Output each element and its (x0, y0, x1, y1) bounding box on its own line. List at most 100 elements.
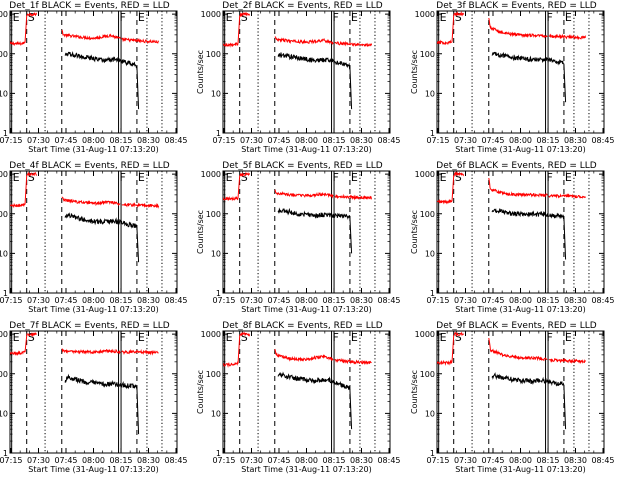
x-tick-label: 08:00 (295, 136, 318, 145)
event-marker-label: F (547, 171, 553, 184)
x-tick-label: 08:45 (591, 456, 614, 465)
x-tick-label: 07:30 (27, 456, 50, 465)
x-tick-label: 07:45 (54, 136, 77, 145)
y-tick-label: 100 (206, 210, 221, 219)
y-tick-label: 10 (211, 89, 221, 98)
x-tick-label: 08:30 (350, 456, 373, 465)
event-marker-label: S (28, 11, 35, 24)
event-marker-label: F (547, 331, 553, 344)
x-tick-label: 08:45 (164, 136, 187, 145)
x-tick-label: 07:45 (481, 456, 504, 465)
event-marker-label: F (547, 11, 553, 24)
x-tick-label: 07:30 (240, 296, 263, 305)
x-axis-label: Start Time (31-Aug-11 07:13:20) (28, 305, 159, 314)
x-tick-label: 08:00 (295, 456, 318, 465)
x-axis-label: Start Time (31-Aug-11 07:13:20) (455, 465, 586, 474)
panel-title: Det_6f BLACK = Events, RED = LLD (436, 161, 596, 171)
x-tick-label: 07:30 (240, 456, 263, 465)
x-tick-label: 07:30 (454, 456, 477, 465)
y-tick-label: 1000 (0, 10, 8, 19)
x-tick-label: 08:00 (82, 136, 105, 145)
y-axis-label: Counts/sec (196, 210, 205, 254)
y-axis-label: Counts/sec (196, 370, 205, 414)
y-tick-label: 10 (0, 409, 8, 418)
x-tick-label: 08:30 (564, 296, 587, 305)
y-tick-label: 100 (420, 370, 435, 379)
y-tick-label: 1000 (415, 330, 435, 339)
x-tick-label: 07:45 (267, 136, 290, 145)
x-tick-label: 07:30 (27, 136, 50, 145)
y-tick-label: 10 (211, 249, 221, 258)
x-tick-label: 07:15 (212, 456, 235, 465)
x-tick-label: 07:30 (454, 296, 477, 305)
x-tick-label: 08:30 (564, 456, 587, 465)
event-marker-label: F (120, 331, 126, 344)
x-axis-label: Start Time (31-Aug-11 07:13:20) (241, 305, 372, 314)
y-tick-label: 10 (211, 409, 221, 418)
y-tick-label: 10 (425, 249, 435, 258)
event-marker-label: E (138, 331, 145, 344)
event-marker-label: E (565, 171, 572, 184)
x-tick-label: 08:30 (137, 456, 160, 465)
x-tick-label: 07:30 (27, 296, 50, 305)
x-tick-label: 08:30 (564, 136, 587, 145)
x-tick-label: 07:45 (267, 296, 290, 305)
x-tick-label: 08:15 (536, 296, 559, 305)
x-tick-label: 08:00 (509, 456, 532, 465)
event-marker-label: E (351, 11, 358, 24)
y-axis-label: Counts/sec (196, 50, 205, 94)
event-marker-label: E (13, 331, 20, 344)
y-tick-label: 100 (0, 210, 8, 219)
x-tick-label: 07:45 (54, 296, 77, 305)
panel-title: Det_8f BLACK = Events, RED = LLD (222, 321, 382, 331)
event-marker-label: E (138, 11, 145, 24)
x-tick-label: 08:00 (509, 136, 532, 145)
y-tick-label: 10 (0, 249, 8, 258)
x-tick-label: 08:15 (322, 296, 345, 305)
y-tick-label: 1000 (0, 330, 8, 339)
event-marker-label: E (226, 11, 233, 24)
y-tick-label: 1000 (415, 10, 435, 19)
x-tick-label: 08:45 (377, 136, 400, 145)
y-axis-label: Counts/sec (410, 50, 419, 94)
panel-title: Det_1f BLACK = Events, RED = LLD (9, 1, 169, 11)
y-tick-label: 100 (420, 210, 435, 219)
x-tick-label: 08:15 (536, 456, 559, 465)
x-axis-label: Start Time (31-Aug-11 07:13:20) (455, 305, 586, 314)
y-tick-label: 1000 (201, 170, 221, 179)
x-tick-label: 08:45 (377, 456, 400, 465)
x-tick-label: 08:15 (109, 456, 132, 465)
event-marker-label: F (333, 331, 339, 344)
panel-title: Det_2f BLACK = Events, RED = LLD (222, 1, 382, 11)
event-marker-label: E (440, 11, 447, 24)
x-tick-label: 08:45 (164, 296, 187, 305)
x-axis-label: Start Time (31-Aug-11 07:13:20) (241, 145, 372, 154)
x-tick-label: 07:15 (426, 296, 449, 305)
detector-lightcurve-figure: Det_1f BLACK = Events, RED = LLD11010010… (0, 0, 640, 480)
x-tick-label: 07:15 (426, 456, 449, 465)
y-tick-label: 1000 (201, 330, 221, 339)
x-tick-label: 07:30 (454, 136, 477, 145)
panel-title: Det_4f BLACK = Events, RED = LLD (9, 161, 169, 171)
panel-title: Det_9f BLACK = Events, RED = LLD (436, 321, 596, 331)
x-tick-label: 08:45 (591, 136, 614, 145)
x-axis-label: Start Time (31-Aug-11 07:13:20) (28, 465, 159, 474)
event-marker-label: E (565, 11, 572, 24)
figure-background (0, 0, 640, 480)
x-tick-label: 07:15 (212, 136, 235, 145)
y-tick-label: 1000 (415, 170, 435, 179)
event-marker-label: E (440, 171, 447, 184)
x-tick-label: 08:45 (164, 456, 187, 465)
event-marker-label: E (138, 171, 145, 184)
x-tick-label: 07:30 (240, 136, 263, 145)
y-tick-label: 100 (0, 50, 8, 59)
y-tick-label: 100 (0, 370, 8, 379)
panel-title: Det_5f BLACK = Events, RED = LLD (222, 161, 382, 171)
x-tick-label: 08:45 (591, 296, 614, 305)
x-tick-label: 07:45 (481, 296, 504, 305)
x-tick-label: 08:15 (536, 136, 559, 145)
event-marker-label: E (351, 171, 358, 184)
x-tick-label: 07:45 (267, 456, 290, 465)
y-tick-label: 100 (420, 50, 435, 59)
y-tick-label: 100 (206, 370, 221, 379)
